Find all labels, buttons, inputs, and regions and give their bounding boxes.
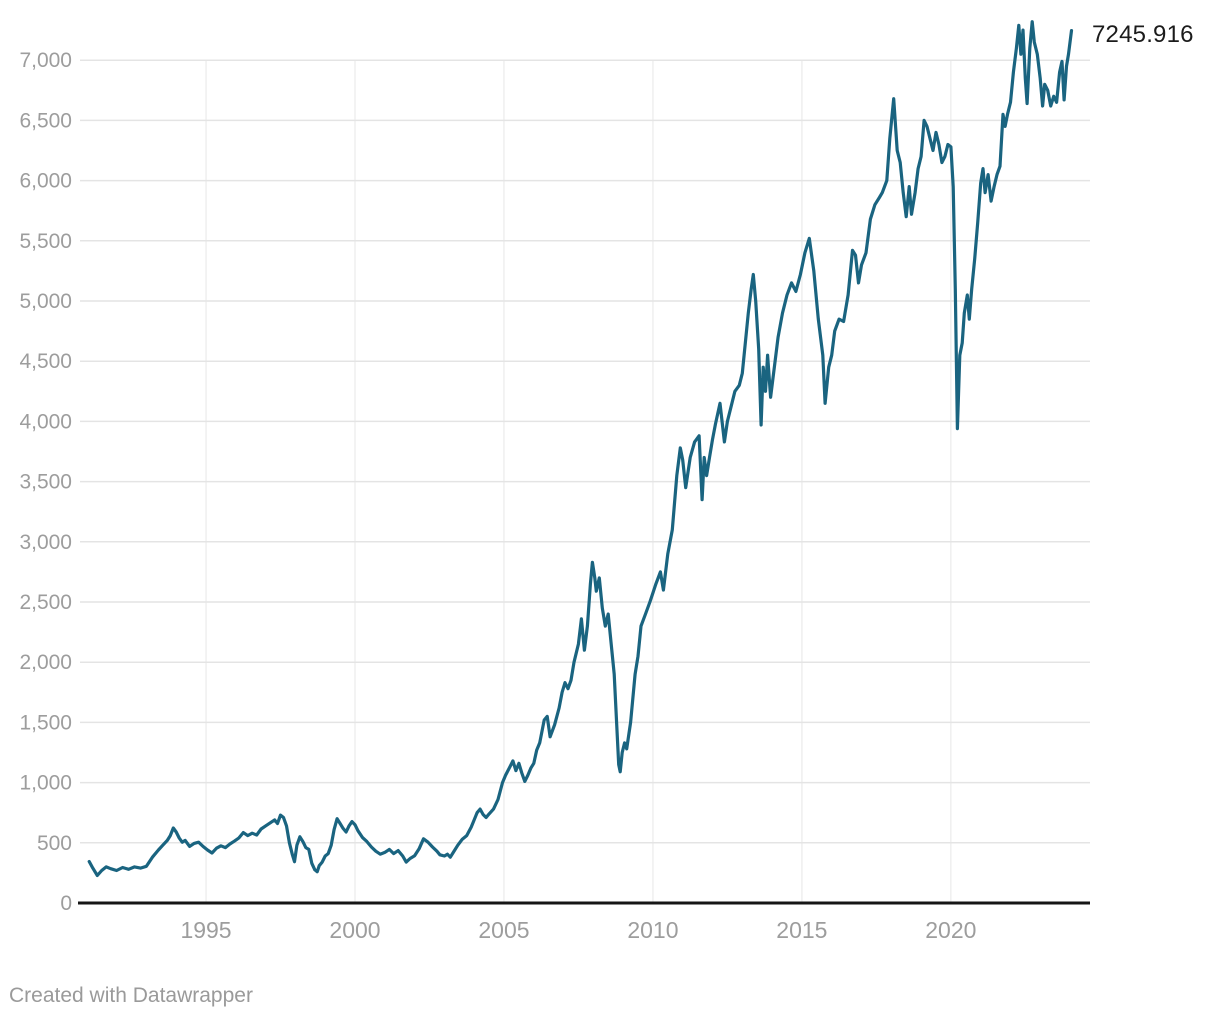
- x-tick-label: 2000: [329, 917, 380, 943]
- y-tick-label: 5,500: [19, 230, 72, 253]
- x-axis-labels: 1995 2000 2005 2010 2015 2020: [180, 917, 976, 943]
- y-tick-label: 5,000: [19, 290, 72, 313]
- x-tick-label: 2005: [478, 917, 529, 943]
- datawrapper-attribution[interactable]: Created with Datawrapper: [9, 984, 253, 1007]
- y-tick-label: 4,000: [19, 410, 72, 433]
- horizontal-gridlines: [80, 59, 1090, 844]
- y-tick-label: 1,500: [19, 711, 72, 734]
- y-tick-label: 500: [37, 832, 72, 855]
- y-tick-label: 2,000: [19, 651, 72, 674]
- y-tick-label: 4,500: [19, 350, 72, 373]
- y-tick-label: 3,500: [19, 471, 72, 494]
- x-tick-label: 1995: [180, 917, 231, 943]
- y-tick-label: 2,500: [19, 591, 72, 614]
- x-tick-label: 2015: [776, 917, 827, 943]
- y-tick-label: 7,000: [19, 49, 72, 72]
- series-line: [87, 20, 1074, 878]
- y-tick-label: 6,500: [19, 109, 72, 132]
- y-tick-label: 1,000: [19, 772, 72, 795]
- end-value-label: 7245.916: [1092, 21, 1194, 48]
- y-tick-label: 0: [60, 892, 72, 915]
- y-axis-labels: 0 500 1,000 1,500 2,000 2,500 3,000 3,500 4,000 4…: [19, 49, 72, 915]
- y-tick-label: 3,000: [19, 531, 72, 554]
- x-tick-label: 2010: [627, 917, 678, 943]
- y-tick-label: 6,000: [19, 170, 72, 193]
- x-tick-label: 2020: [925, 917, 976, 943]
